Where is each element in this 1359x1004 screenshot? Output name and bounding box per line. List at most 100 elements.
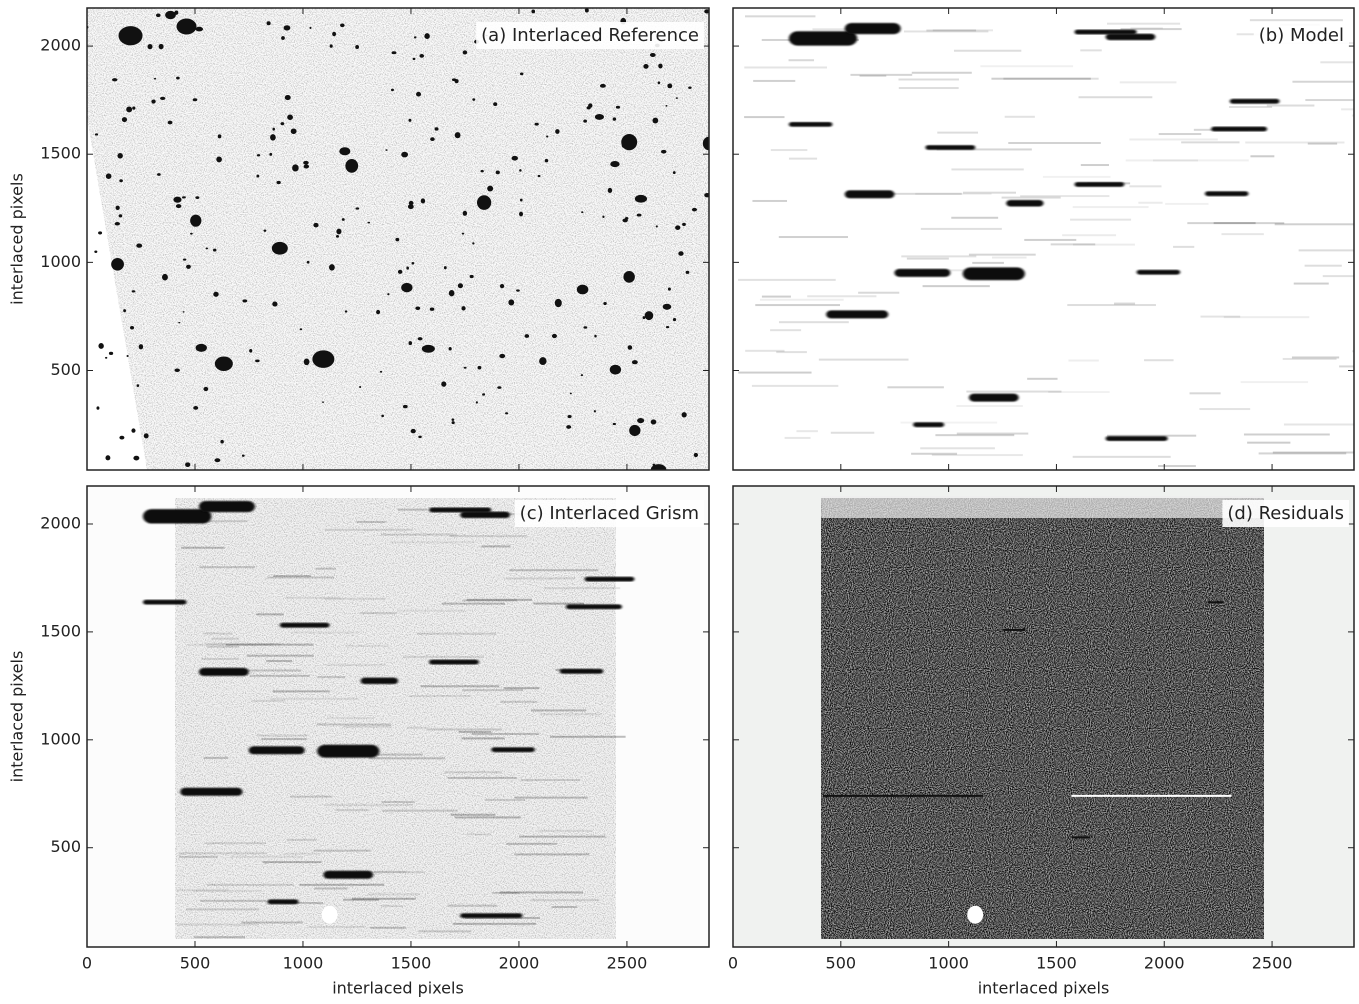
faint-streak [1293, 282, 1329, 285]
residual-streak [823, 794, 984, 797]
faint-streak [176, 923, 259, 926]
faint-streak [356, 520, 386, 523]
source [401, 282, 413, 293]
source [519, 211, 524, 217]
source [335, 234, 339, 238]
y-tick-label: 1500 [40, 621, 81, 640]
faint-streak [776, 351, 807, 354]
image-bg [733, 8, 1354, 470]
source [133, 455, 140, 461]
faint-streak [314, 887, 348, 890]
title-box [1222, 500, 1349, 527]
streak [844, 22, 901, 35]
source [691, 207, 698, 212]
source [634, 194, 648, 203]
source [270, 134, 276, 141]
faint-streak [368, 757, 445, 760]
faint-streak [351, 897, 416, 900]
faint-streak [1129, 138, 1218, 141]
source [105, 173, 112, 179]
faint-streak [390, 541, 475, 544]
faint-streak [1266, 104, 1315, 107]
faint-streak [1200, 315, 1241, 318]
faint-streak [770, 329, 802, 332]
source [193, 406, 199, 410]
source [104, 356, 108, 359]
faint-streak [256, 613, 284, 616]
source [359, 385, 362, 389]
source [657, 81, 661, 85]
source [217, 134, 222, 139]
faint-streak [850, 73, 913, 76]
faint-streak [1352, 350, 1354, 353]
streak [142, 599, 187, 605]
source [497, 386, 502, 389]
source [306, 260, 310, 264]
source [96, 406, 100, 410]
y-tick-label: 1500 [40, 144, 81, 163]
streak [788, 31, 858, 46]
faint-streak [956, 404, 1023, 407]
faint-streak [1221, 233, 1264, 236]
source [126, 354, 129, 357]
source [688, 86, 692, 89]
faint-streak [887, 386, 944, 389]
x-tick-label: 2000 [1144, 954, 1185, 973]
source [419, 54, 425, 58]
faint-streak [243, 669, 302, 672]
streak [198, 500, 255, 513]
faint-streak [1080, 49, 1102, 52]
x-tick-label: 2500 [1252, 954, 1293, 973]
faint-streak [461, 737, 505, 740]
source [195, 343, 207, 352]
source [655, 225, 658, 228]
source [457, 283, 464, 289]
faint-streak [273, 574, 311, 577]
source [412, 57, 416, 61]
frame [86, 7, 710, 471]
source [424, 33, 430, 40]
source [612, 117, 617, 121]
faint-streak [205, 643, 281, 646]
source [112, 78, 118, 82]
faint-streak [324, 597, 386, 600]
faint-streak [484, 798, 525, 801]
faint-streak [1272, 451, 1354, 454]
source [594, 334, 597, 338]
source [390, 88, 394, 92]
faint-streak [449, 535, 527, 538]
source [629, 424, 641, 437]
source [581, 211, 584, 214]
faint-streak [932, 29, 993, 32]
faint-streak [308, 925, 366, 928]
streak [968, 393, 1019, 402]
source [627, 345, 633, 350]
source [367, 221, 371, 224]
streak [1204, 191, 1249, 197]
faint-streak [1240, 381, 1309, 384]
faint-streak [1107, 434, 1197, 437]
faint-streak [1062, 234, 1117, 237]
faint-streak [225, 643, 314, 646]
faint-streak [1249, 19, 1343, 22]
source [355, 207, 360, 210]
faint-streak [858, 291, 900, 294]
source [704, 193, 709, 198]
source [429, 307, 435, 311]
panel: 0 500 1000 1500 2000 2500 interlaced pixels (d)… [728, 485, 1355, 998]
source [637, 417, 645, 424]
noise [821, 498, 1264, 939]
streak [1105, 436, 1168, 441]
source [644, 311, 654, 321]
faint-streak [1341, 108, 1354, 111]
source [451, 421, 455, 425]
x-tick-label: 0 [82, 954, 92, 973]
faint-streak [544, 587, 621, 590]
source [119, 179, 123, 183]
source [658, 63, 663, 69]
faint-streak [514, 853, 590, 856]
source [313, 222, 319, 228]
faint-streak [1027, 377, 1058, 380]
source [397, 269, 403, 274]
x-tick-label: 0 [728, 954, 738, 973]
